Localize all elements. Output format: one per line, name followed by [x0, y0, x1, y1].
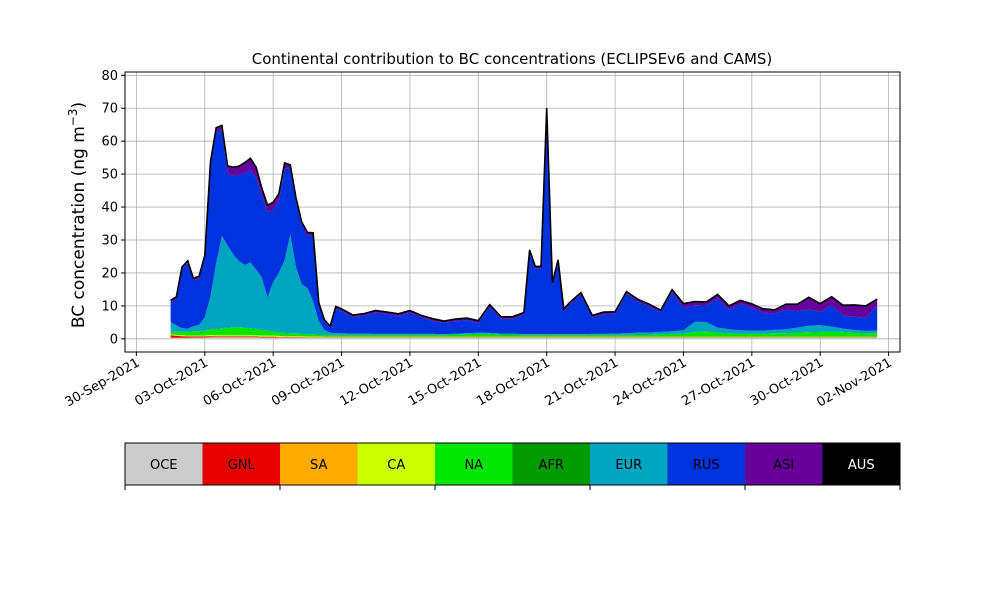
- x-tick-label: 18-Oct-2021: [474, 355, 552, 409]
- area-series-gnl: [170, 335, 878, 338]
- legend-swatch-eur: [590, 443, 668, 485]
- legend-swatch-oce: [125, 443, 203, 485]
- x-tick-label: 27-Oct-2021: [679, 355, 757, 409]
- legend-label-sa: SA: [310, 458, 327, 473]
- legend-swatch-asi: [745, 443, 823, 485]
- legend-frame: [124, 442, 901, 486]
- chart-title: Continental contribution to BC concentra…: [252, 50, 773, 68]
- y-tick-label: 80: [101, 69, 118, 84]
- area-series-sa: [170, 334, 878, 338]
- legend-swatch-ca: [357, 443, 435, 485]
- legend-label-aus: AUS: [848, 458, 875, 473]
- y-tick-label: 40: [101, 201, 118, 216]
- x-tick-label: 15-Oct-2021: [406, 355, 484, 409]
- y-tick-label: 60: [101, 135, 118, 150]
- x-tick-label: 30-Sep-2021: [63, 355, 143, 410]
- legend-label-gnl: GNL: [228, 458, 256, 473]
- area-series-oce: [170, 337, 878, 339]
- y-tick-label: 70: [101, 102, 118, 117]
- y-tick-label: 30: [101, 234, 118, 249]
- legend-swatch-aus: [822, 443, 900, 485]
- x-tick-label: 21-Oct-2021: [543, 355, 621, 409]
- x-tick-label: 03-Oct-2021: [132, 355, 210, 409]
- plot-frame: [124, 71, 901, 353]
- area-series-na: [170, 327, 878, 337]
- area-series-rus: [170, 110, 878, 335]
- colorbar-legend: OCE GNL SA CA NA AFR EUR RUS ASI AUS: [124, 442, 901, 490]
- x-tick-label: 24-Oct-2021: [611, 355, 689, 409]
- x-tick-label: 12-Oct-2021: [338, 355, 416, 409]
- legend-swatch-gnl: [202, 443, 280, 485]
- area-series-asi: [170, 108, 878, 328]
- y-axis-label-exponent: −3: [66, 108, 80, 126]
- legend-label-asi: ASI: [773, 458, 794, 473]
- y-axis-label: BC concentration (ng m−3): [66, 102, 89, 328]
- legend-label-afr: AFR: [539, 458, 564, 473]
- legend-label-eur: EUR: [615, 458, 642, 473]
- y-tick-label: 20: [101, 266, 118, 281]
- legend-label-oce: OCE: [150, 458, 178, 473]
- x-tick-label: 06-Oct-2021: [201, 355, 279, 409]
- x-tick-label: 09-Oct-2021: [269, 355, 347, 409]
- x-tick-label: 30-Oct-2021: [748, 355, 826, 409]
- legend-label-rus: RUS: [693, 458, 720, 473]
- total-outline: [170, 108, 878, 328]
- legend-swatch-afr: [512, 443, 590, 485]
- legend-swatch-sa: [280, 443, 358, 485]
- plot-area: 0102030405060708030-Sep-202103-Oct-20210…: [63, 69, 901, 410]
- y-tick-label: 0: [110, 332, 118, 347]
- legend-swatch-na: [435, 443, 513, 485]
- area-series-eur: [170, 234, 878, 335]
- y-tick-label: 10: [101, 299, 118, 314]
- legend-label-na: NA: [464, 458, 483, 473]
- area-series-ca: [170, 334, 878, 338]
- y-axis-label-main: BC concentration (ng m: [69, 126, 89, 328]
- legend-swatch-rus: [667, 443, 745, 485]
- y-axis-label-close: ): [69, 102, 89, 109]
- x-tick-label: 02-Nov-2021: [814, 355, 894, 410]
- y-tick-label: 50: [101, 168, 118, 183]
- legend-label-ca: CA: [387, 458, 405, 473]
